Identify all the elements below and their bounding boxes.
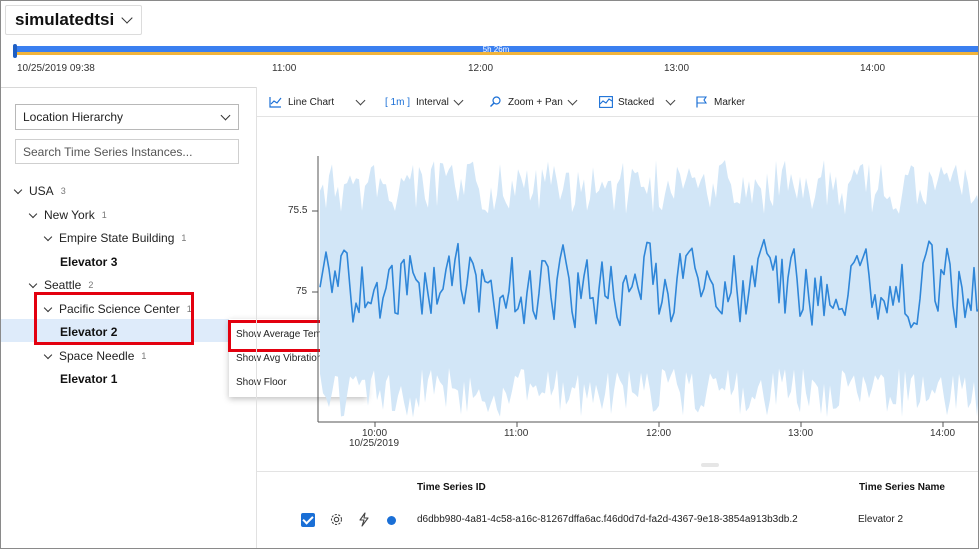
timeline-range-bar[interactable] (13, 46, 978, 55)
series-visibility-checkbox[interactable] (301, 513, 315, 527)
availability-timeline[interactable]: 5h 26m (13, 44, 978, 58)
timeline-labels: 10/25/2019 09:38 11:00 12:00 13:00 14:00 (1, 63, 978, 77)
search-input[interactable]: Search Time Series Instances... (15, 139, 239, 164)
tree-node-label: Space Needle (59, 349, 135, 363)
tree-node-new-york[interactable]: New York 1 (28, 204, 107, 226)
marker-button[interactable]: Marker (695, 87, 745, 117)
series-line (319, 238, 978, 330)
hierarchy-select[interactable]: Location Hierarchy (15, 104, 239, 130)
tree-node-count: 1 (141, 351, 147, 361)
flag-icon (695, 96, 708, 108)
tree-node-seattle[interactable]: Seattle 2 (28, 274, 93, 296)
gear-icon[interactable] (329, 512, 344, 532)
chart-toolbar: Line Chart [ 1m ] Interval Zoom + Pan St… (257, 87, 978, 117)
timeline-start-handle[interactable] (13, 44, 17, 58)
tree-node-count: 1 (186, 304, 192, 314)
time-series-id: d6dbb980-4a81-4c58-a16c-81267dffa6ac.f46… (417, 514, 798, 525)
tree-node-label: Pacific Science Center (59, 302, 180, 316)
chevron-down-icon (220, 110, 231, 120)
x-tick-label: 12:00 (646, 428, 672, 439)
x-tick-sublabel: 10/25/2019 (349, 438, 400, 449)
zoom-pan-button[interactable]: Zoom + Pan (489, 87, 578, 117)
chevron-down-icon[interactable] (28, 279, 38, 288)
interval-value: [ 1m ] (385, 96, 411, 108)
line-chart[interactable]: 75.5 75 10:00 10/25/2019 11:00 12:00 13:… (257, 118, 979, 453)
timeline-label: 10/25/2019 09:38 (17, 63, 95, 74)
time-series-name: Elevator 2 (858, 514, 904, 525)
chart-type-dropdown[interactable] (355, 87, 366, 117)
chart-type-button[interactable]: Line Chart (269, 87, 334, 117)
tree-node-label: USA (29, 184, 54, 198)
environment-name: simulatedtsi (15, 10, 115, 29)
lightning-icon[interactable] (358, 512, 370, 532)
stacked-label: Stacked (618, 96, 655, 108)
timeline-duration: 5h 26m (482, 45, 510, 54)
chevron-down-icon (121, 12, 133, 24)
chevron-down-icon (453, 95, 464, 105)
timeline-label: 13:00 (664, 63, 690, 74)
line-chart-icon (269, 96, 282, 108)
environment-selector[interactable]: simulatedtsi (5, 5, 143, 35)
tree-node-count: 1 (101, 210, 107, 220)
stacked-dropdown[interactable] (665, 87, 676, 117)
chevron-down-icon (355, 95, 366, 105)
search-placeholder: Search Time Series Instances... (23, 144, 193, 159)
interval-button[interactable]: [ 1m ] Interval (385, 87, 464, 117)
marker-label: Marker (714, 96, 746, 108)
tree-node-label: Elevator 1 (60, 372, 118, 386)
timeline-label: 11:00 (272, 63, 297, 74)
tree-node-elevator-2[interactable]: Elevator 2 (60, 321, 117, 343)
chevron-down-icon (567, 95, 578, 105)
tree-node-label: New York (44, 208, 95, 222)
chevron-down-icon[interactable] (28, 209, 38, 218)
hierarchy-select-value: Location Hierarchy (23, 110, 124, 124)
tree-node-label: Empire State Building (59, 231, 175, 245)
y-tick-label: 75.5 (288, 205, 308, 216)
tree-node-count: 3 (60, 186, 66, 196)
tree-node-count: 2 (88, 280, 94, 290)
x-tick-label: 11:00 (504, 428, 529, 439)
tree-node-empire-state-building[interactable]: Empire State Building 1 (43, 227, 186, 249)
chevron-down-icon (665, 95, 676, 105)
context-menu-item-show-avg-vibration[interactable]: Show Avg Vibration (236, 353, 323, 364)
timeline-label: 14:00 (860, 63, 886, 74)
tree-node-label: Elevator 3 (60, 255, 118, 269)
tree-node-elevator-3[interactable]: Elevator 3 (60, 251, 117, 273)
x-tick-label: 14:00 (930, 428, 956, 439)
panel-divider (256, 87, 257, 548)
series-legend-table: Time Series ID Time Series Name d6dbb980… (257, 471, 978, 548)
resize-handle[interactable] (701, 463, 719, 467)
tree-node-space-needle[interactable]: Space Needle 1 (43, 345, 146, 367)
zoom-pan-label: Zoom + Pan (508, 96, 563, 108)
stacked-button[interactable]: Stacked (599, 87, 654, 117)
x-tick-label: 13:00 (788, 428, 814, 439)
x-tick-label: 10:00 (362, 428, 388, 439)
chevron-down-icon[interactable] (43, 350, 53, 359)
context-menu-item-show-floor[interactable]: Show Floor (236, 377, 287, 388)
tree-node-elevator-1[interactable]: Elevator 1 (60, 368, 117, 390)
hierarchy-panel: Location Hierarchy Search Time Series In… (1, 87, 256, 548)
column-header-time-series-id[interactable]: Time Series ID (417, 482, 486, 493)
chart-canvas[interactable] (257, 118, 979, 453)
search-icon (489, 96, 502, 108)
timeline-label: 12:00 (468, 63, 494, 74)
tree-node-count: 1 (181, 233, 187, 243)
chevron-down-icon[interactable] (43, 232, 53, 241)
tree-node-usa[interactable]: USA 3 (13, 180, 66, 202)
interval-label: Interval (416, 96, 449, 108)
column-header-time-series-name[interactable]: Time Series Name (859, 482, 945, 493)
series-color-dot[interactable] (387, 516, 396, 525)
series-range-band (320, 160, 978, 418)
context-menu-item-show-average-temperature[interactable]: Show Average Temperature (236, 329, 360, 340)
tree-node-label: Elevator 2 (60, 325, 118, 339)
chevron-down-icon[interactable] (13, 185, 23, 194)
chart-type-label: Line Chart (288, 96, 335, 108)
tree-node-pacific-science-center[interactable]: Pacific Science Center 1 (43, 298, 192, 320)
highlight-box (34, 292, 194, 345)
y-tick-label: 75 (296, 286, 308, 297)
tree-node-label: Seattle (44, 278, 82, 292)
stacked-chart-icon (599, 96, 613, 108)
